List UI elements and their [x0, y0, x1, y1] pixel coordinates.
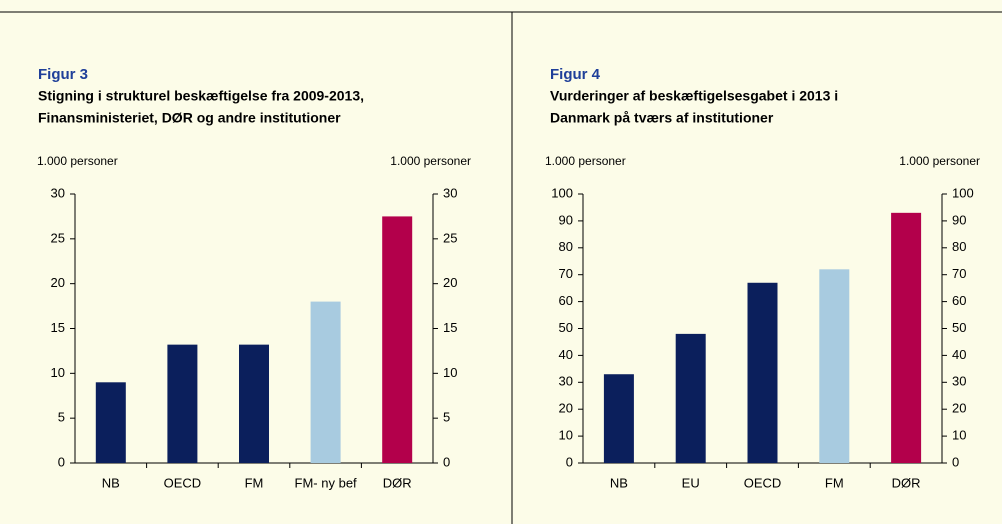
y2-tick-label: 0 — [443, 454, 450, 469]
bar — [310, 301, 341, 463]
x-tick-label: OECD — [164, 475, 202, 490]
chart-title: Figur 3 — [38, 66, 88, 83]
y-tick-label: 15 — [51, 320, 65, 335]
y-tick-label: 50 — [559, 320, 573, 335]
y2-tick-label: 20 — [952, 401, 966, 416]
y-tick-label: 100 — [551, 185, 573, 200]
y-tick-label: 80 — [559, 239, 573, 254]
chart-subtitle: Vurderinger af beskæftigelsesgabet i 201… — [550, 88, 838, 104]
bar — [891, 212, 922, 463]
chart-subtitle: Finansministeriet, DØR og andre institut… — [38, 110, 341, 126]
y2-tick-label: 60 — [952, 293, 966, 308]
y2-tick-label: 50 — [952, 320, 966, 335]
y-tick-label: 30 — [51, 185, 65, 200]
bar — [747, 282, 778, 463]
bar — [239, 344, 269, 463]
y2-tick-label: 90 — [952, 212, 966, 227]
y-tick-label: 20 — [51, 275, 65, 290]
y-tick-label: 20 — [559, 401, 573, 416]
y2-axis-label: 1.000 personer — [390, 154, 471, 168]
y2-tick-label: 15 — [443, 320, 457, 335]
x-tick-label: FM — [245, 475, 264, 490]
bar — [167, 344, 198, 463]
bar — [819, 269, 850, 463]
y-tick-label: 30 — [559, 374, 573, 389]
y2-tick-label: 20 — [443, 275, 457, 290]
x-tick-label: DØR — [892, 475, 921, 490]
bar — [675, 333, 706, 463]
bar — [382, 216, 413, 463]
y2-tick-label: 5 — [443, 410, 450, 425]
y-tick-label: 0 — [566, 454, 573, 469]
y2-tick-label: 100 — [952, 185, 974, 200]
y2-tick-label: 10 — [443, 365, 457, 380]
y2-tick-label: 70 — [952, 266, 966, 281]
y2-axis-label: 1.000 personer — [899, 154, 980, 168]
x-tick-label: NB — [610, 475, 628, 490]
y-tick-label: 60 — [559, 293, 573, 308]
x-tick-label: DØR — [383, 475, 412, 490]
y2-tick-label: 10 — [952, 428, 966, 443]
y-tick-label: 40 — [559, 347, 573, 362]
y2-tick-label: 30 — [443, 185, 457, 200]
chart-subtitle: Stigning i strukturel beskæftigelse fra … — [38, 88, 364, 104]
chart-subtitle: Danmark på tværs af institutioner — [550, 110, 774, 126]
x-tick-label: FM- ny bef — [295, 475, 358, 490]
y2-tick-label: 25 — [443, 230, 457, 245]
x-tick-label: NB — [102, 475, 120, 490]
x-tick-label: EU — [682, 475, 700, 490]
bar — [95, 382, 126, 463]
y2-tick-label: 80 — [952, 239, 966, 254]
y-axis-label: 1.000 personer — [37, 154, 118, 168]
bar — [603, 374, 634, 463]
y2-tick-label: 30 — [952, 374, 966, 389]
y-tick-label: 70 — [559, 266, 573, 281]
x-tick-label: OECD — [744, 475, 782, 490]
y-tick-label: 25 — [51, 230, 65, 245]
y-axis-label: 1.000 personer — [545, 154, 626, 168]
y-tick-label: 10 — [559, 428, 573, 443]
y2-tick-label: 40 — [952, 347, 966, 362]
y-tick-label: 90 — [559, 212, 573, 227]
y-tick-label: 5 — [58, 410, 65, 425]
y-tick-label: 0 — [58, 454, 65, 469]
y2-tick-label: 0 — [952, 454, 959, 469]
chart-title: Figur 4 — [550, 66, 601, 83]
x-tick-label: FM — [825, 475, 844, 490]
y-tick-label: 10 — [51, 365, 65, 380]
